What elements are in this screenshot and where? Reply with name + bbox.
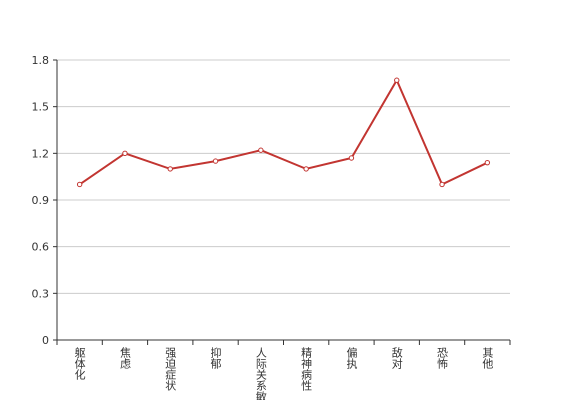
y-tick-label: 0.9 — [32, 194, 50, 207]
point — [258, 147, 264, 153]
point — [484, 159, 491, 166]
y-tick-label: 1.5 — [32, 101, 50, 114]
point — [122, 150, 128, 157]
y-tick-label: 1.8 — [32, 54, 50, 67]
x-tick-label: 恐怖 — [436, 347, 449, 369]
y-tick-label: 0.6 — [32, 241, 50, 254]
y-tick-label: 0 — [42, 334, 49, 347]
point — [76, 181, 83, 188]
point — [303, 166, 309, 172]
x-tick-label: 焦虑 — [118, 347, 131, 369]
point — [439, 181, 445, 188]
x-tick-label: 躯体化 — [73, 347, 86, 381]
x-tick-label: 其他 — [481, 347, 494, 369]
x-tick-label: 人际关系敏感 — [254, 347, 267, 400]
x-tick-label: 精神病性 — [300, 347, 313, 392]
point — [394, 77, 400, 83]
x-tick-label: 强迫症状 — [164, 347, 177, 391]
point — [167, 166, 173, 172]
x-tick-label: 敌对 — [390, 346, 403, 369]
line — [79, 78, 488, 186]
x-tick-label: 抑郁 — [209, 346, 222, 369]
y-tick-label: 0.3 — [32, 287, 50, 300]
point — [212, 158, 219, 164]
point — [348, 155, 355, 161]
x-tick-label: 偏执 — [345, 346, 358, 370]
y-tick-label: 1.2 — [32, 147, 50, 160]
